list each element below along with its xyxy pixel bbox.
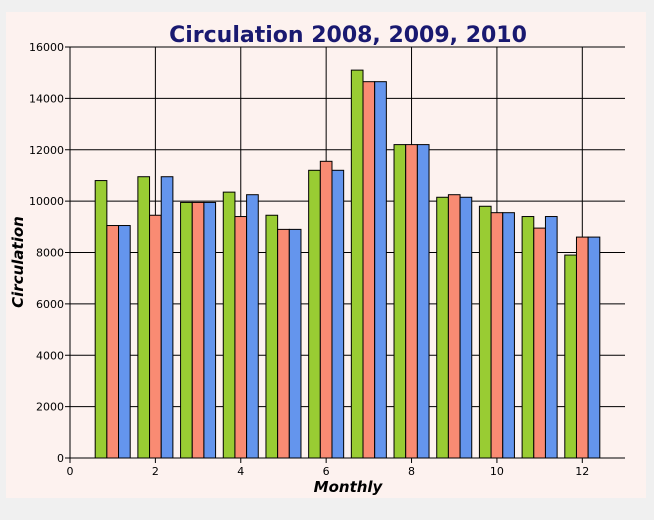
y-tick-label: 10000 xyxy=(29,195,64,208)
x-tick-label: 2 xyxy=(152,465,159,478)
y-tick-label: 14000 xyxy=(29,92,64,105)
chart-svg: Circulation 2008, 2009, 2010 02000400060… xyxy=(9,23,625,496)
bar-2009-month-5 xyxy=(277,228,290,459)
x-tick-label: 4 xyxy=(237,465,244,478)
bar-2008-month-6 xyxy=(308,169,321,459)
bar-2009-month-10 xyxy=(490,212,504,459)
x-axis-title: Monthly xyxy=(314,478,384,496)
bar-2009-month-9 xyxy=(447,194,461,459)
bar-2009-month-2 xyxy=(149,214,162,459)
bar-2010-month-6 xyxy=(331,169,345,459)
bar-2010-month-10 xyxy=(502,212,515,459)
bar-2009-month-7 xyxy=(362,81,376,459)
bar-2010-month-11 xyxy=(544,216,558,459)
bar-2009-month-4 xyxy=(234,216,248,459)
y-tick-label: 8000 xyxy=(36,247,64,260)
bar-2008-month-2 xyxy=(137,176,151,459)
bar-2008-month-4 xyxy=(222,191,236,459)
y-tick-label: 16000 xyxy=(29,41,64,54)
bar-2009-month-1 xyxy=(106,225,120,459)
y-tick-label: 2000 xyxy=(36,401,64,414)
bar-2008-month-3 xyxy=(180,201,193,459)
bar-2008-month-8 xyxy=(393,144,407,459)
bar-2008-month-1 xyxy=(94,180,108,459)
bar-2009-month-11 xyxy=(533,227,546,459)
bar-2010-month-8 xyxy=(416,144,430,459)
bar-2008-month-5 xyxy=(265,214,279,459)
y-tick-label: 12000 xyxy=(29,144,64,157)
x-tick-label: 8 xyxy=(408,465,415,478)
bar-2010-month-1 xyxy=(118,225,131,459)
bar-2010-month-5 xyxy=(288,228,302,459)
y-axis-title: Circulation xyxy=(9,216,27,308)
bar-2008-month-7 xyxy=(350,69,364,459)
x-tick-label: 12 xyxy=(575,465,589,478)
chart-panel: Circulation 2008, 2009, 2010 0 2000 4000 60… xyxy=(6,12,646,498)
x-tick-label: 0 xyxy=(67,465,74,478)
bar-2009-month-6 xyxy=(319,160,333,459)
bar-2010-month-12 xyxy=(587,236,601,459)
y-tick-label: 6000 xyxy=(36,298,64,311)
bar-2009-month-12 xyxy=(575,236,589,459)
chart-title: Circulation 2008, 2009, 2010 xyxy=(169,23,527,48)
x-tick-label: 6 xyxy=(323,465,330,478)
bar-2010-month-4 xyxy=(246,194,259,459)
bar-2008-month-11 xyxy=(521,216,535,459)
x-tick-label: 10 xyxy=(490,465,504,478)
bar-2009-month-3 xyxy=(191,201,205,459)
y-tick-label: 4000 xyxy=(36,349,64,362)
bar-2008-month-12 xyxy=(564,254,577,459)
bar-layer xyxy=(94,69,601,459)
bar-2010-month-7 xyxy=(374,81,387,459)
y-tick-label: 0 xyxy=(57,452,64,465)
bar-2010-month-2 xyxy=(160,176,174,459)
bar-2009-month-8 xyxy=(405,144,418,459)
bar-2010-month-3 xyxy=(203,201,217,459)
axis-layer: 0 2000 4000 6000 8000 10000 12000 14000 16000 0 2 4… xyxy=(29,41,625,478)
bar-2010-month-9 xyxy=(459,196,473,459)
bar-2008-month-10 xyxy=(478,205,492,459)
bar-2008-month-9 xyxy=(436,196,449,459)
